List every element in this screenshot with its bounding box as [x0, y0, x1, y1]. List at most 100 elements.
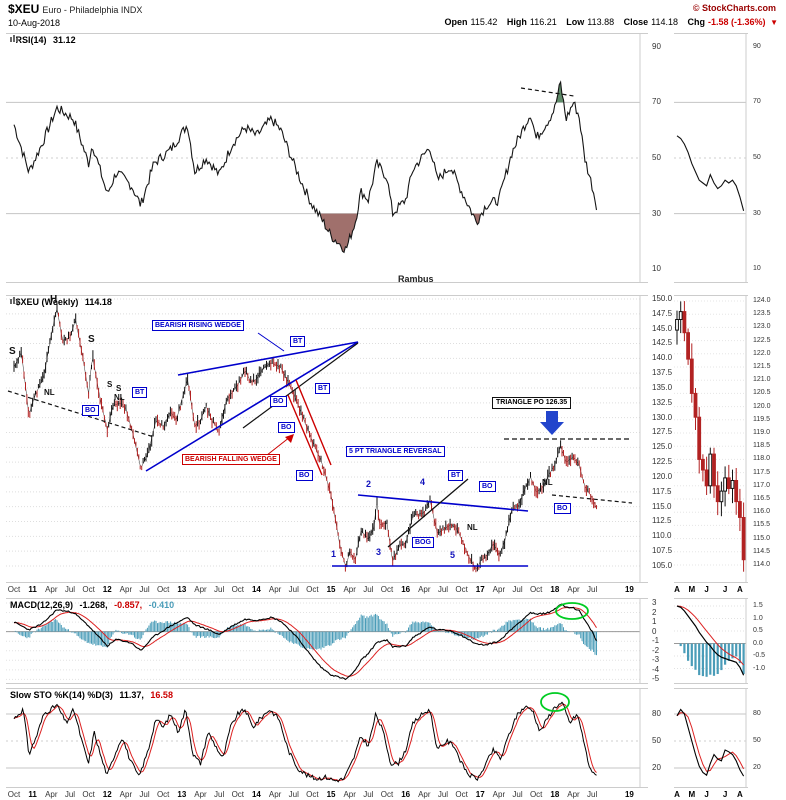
- scale-label: 123.0: [753, 323, 771, 331]
- x-axis-label: 12: [102, 585, 112, 594]
- scale-label: 120.0: [753, 402, 771, 410]
- chart-header: $XEU Euro - Philadelphia INDX © StockChar…: [0, 0, 786, 31]
- scale-label: 1: [652, 617, 657, 627]
- mini-x-axis-label: J: [704, 585, 709, 594]
- scale-label: 122.5: [652, 457, 673, 467]
- scale-label: 80: [753, 710, 761, 717]
- scale-label: 135.0: [652, 382, 673, 392]
- x-axis-label: 18: [550, 790, 560, 799]
- scale-label: 90: [753, 42, 761, 50]
- x-axis-label: Oct: [231, 585, 245, 594]
- x-axis-label: 16: [401, 790, 411, 799]
- x-axis-label: 13: [177, 585, 187, 594]
- x-axis-label: Apr: [343, 585, 356, 594]
- x-axis-label: 14: [251, 585, 261, 594]
- candle-body: [734, 480, 739, 503]
- x-axis-label: Apr: [492, 585, 506, 594]
- scale-label: 118.5: [753, 442, 770, 450]
- scale-label: 118.0: [753, 455, 770, 463]
- scale-label: 70: [652, 97, 661, 107]
- scale-label: 125.0: [652, 442, 673, 452]
- scale-label: 0.0: [753, 639, 763, 647]
- mini-x-axis-label: A: [737, 790, 743, 799]
- mini-x-axis-label: M: [688, 585, 696, 594]
- macd-mini-scale: 1.5 1.0 0.5 0.0 -0.5 -1.0: [751, 598, 786, 684]
- overbought-fill: [556, 82, 564, 103]
- x-axis-label: Oct: [529, 790, 543, 799]
- x-axis-label: Oct: [529, 585, 543, 594]
- low-value: 113.88: [587, 17, 615, 27]
- scale-label: -1: [652, 636, 660, 646]
- candle-body: [701, 458, 705, 471]
- low-label: Low: [566, 17, 585, 27]
- scale-label: 140.0: [652, 353, 673, 363]
- scale-label: 150.0: [652, 294, 673, 303]
- macd-line: [676, 605, 745, 676]
- candle-body: [708, 453, 713, 487]
- rsi-scale: 90 70 50 30 10: [650, 33, 670, 283]
- price-mini-panel: 124.0 123.5 123.0 122.5 122.0 121.5 121.0 120.5…: [674, 295, 786, 583]
- scale-label: 30: [652, 208, 661, 218]
- stochastic-mini-scale: 80 50 20: [751, 688, 786, 788]
- scale-label: 116.5: [753, 495, 770, 502]
- scale-label: 122.5: [753, 336, 771, 344]
- sto-d-line: [13, 703, 597, 782]
- scale-label: 110.0: [652, 531, 672, 541]
- chg-value: -1.58 (-1.36%): [708, 17, 766, 27]
- x-axis-label: Apr: [567, 790, 580, 799]
- x-axis-label: Jul: [214, 790, 225, 799]
- rsi-mini-line: [676, 135, 745, 211]
- x-axis-label: Oct: [306, 585, 319, 594]
- scale-label: 115.5: [753, 521, 770, 529]
- macd-value-2: -0.857,: [114, 600, 143, 610]
- x-axis-label: Oct: [455, 585, 468, 594]
- x-axis-label: 11: [28, 585, 37, 594]
- scale-label: 117.5: [753, 468, 770, 476]
- mini-x-axis-label: A: [737, 585, 743, 594]
- x-axis-label: Oct: [306, 790, 319, 799]
- macd-name: MACD(12,26,9): [10, 600, 74, 610]
- scale-label: -1.0: [753, 664, 766, 672]
- x-axis-label: 17: [475, 585, 485, 594]
- scale-label: 137.5: [652, 368, 673, 378]
- x-axis-label: Jul: [587, 790, 598, 799]
- x-axis-label: Apr: [567, 585, 580, 594]
- x-axis-label: Apr: [194, 585, 207, 594]
- scale-label: 1.5: [753, 602, 763, 609]
- scale-label: 2: [652, 607, 657, 617]
- scale-label: 120.5: [753, 389, 771, 397]
- title-row: $XEU Euro - Philadelphia INDX: [8, 2, 142, 16]
- scale-label: 50: [652, 153, 661, 162]
- stochastic-name: Slow STO %K(14) %D(3): [10, 690, 113, 700]
- stochastic-label: Slow STO %K(14) %D(3) 11.37, 16.58: [10, 690, 173, 700]
- scale-label: 119.0: [753, 429, 770, 436]
- scale-label: 115.0: [753, 534, 770, 542]
- scale-label: 122.0: [753, 349, 771, 357]
- x-axis-row: Oct 11 Apr Jul Oct 12 Apr Jul Oct 13 Apr Jul Oct 14 Ap…: [0, 584, 786, 597]
- scale-label: 142.5: [652, 338, 673, 348]
- stochastic-chart: [6, 688, 648, 788]
- scale-label: -3: [652, 655, 660, 665]
- x-axis-label: Apr: [119, 790, 133, 799]
- scale-label: 70: [753, 98, 761, 106]
- x-axis-label: Oct: [380, 790, 394, 799]
- scale-label: 132.5: [652, 397, 673, 407]
- scale-label: 114.0: [753, 561, 770, 568]
- x-axis-label: Jul: [139, 790, 150, 799]
- rsi-value: 31.12: [53, 35, 76, 45]
- macd-mini-panel: 1.5 1.0 0.5 0.0 -0.5 -1.0: [674, 598, 786, 684]
- x-axis-label: 19: [624, 790, 634, 799]
- symbol: $XEU: [8, 2, 40, 16]
- scale-label: 105.0: [652, 560, 673, 570]
- scale-label: 115.0: [652, 501, 672, 511]
- scale-label: 50: [753, 154, 761, 161]
- x-axis-label: Oct: [82, 790, 95, 799]
- rsi-mini-panel: 90 70 50 30 10: [674, 33, 786, 283]
- scale-label: 145.0: [652, 323, 673, 333]
- stochastic-mini-chart: [674, 688, 748, 788]
- x-axis-label: Oct: [156, 790, 170, 799]
- x-axis-label: Apr: [119, 585, 133, 594]
- close-value: 114.18: [651, 17, 679, 27]
- open-value: 115.42: [470, 17, 498, 27]
